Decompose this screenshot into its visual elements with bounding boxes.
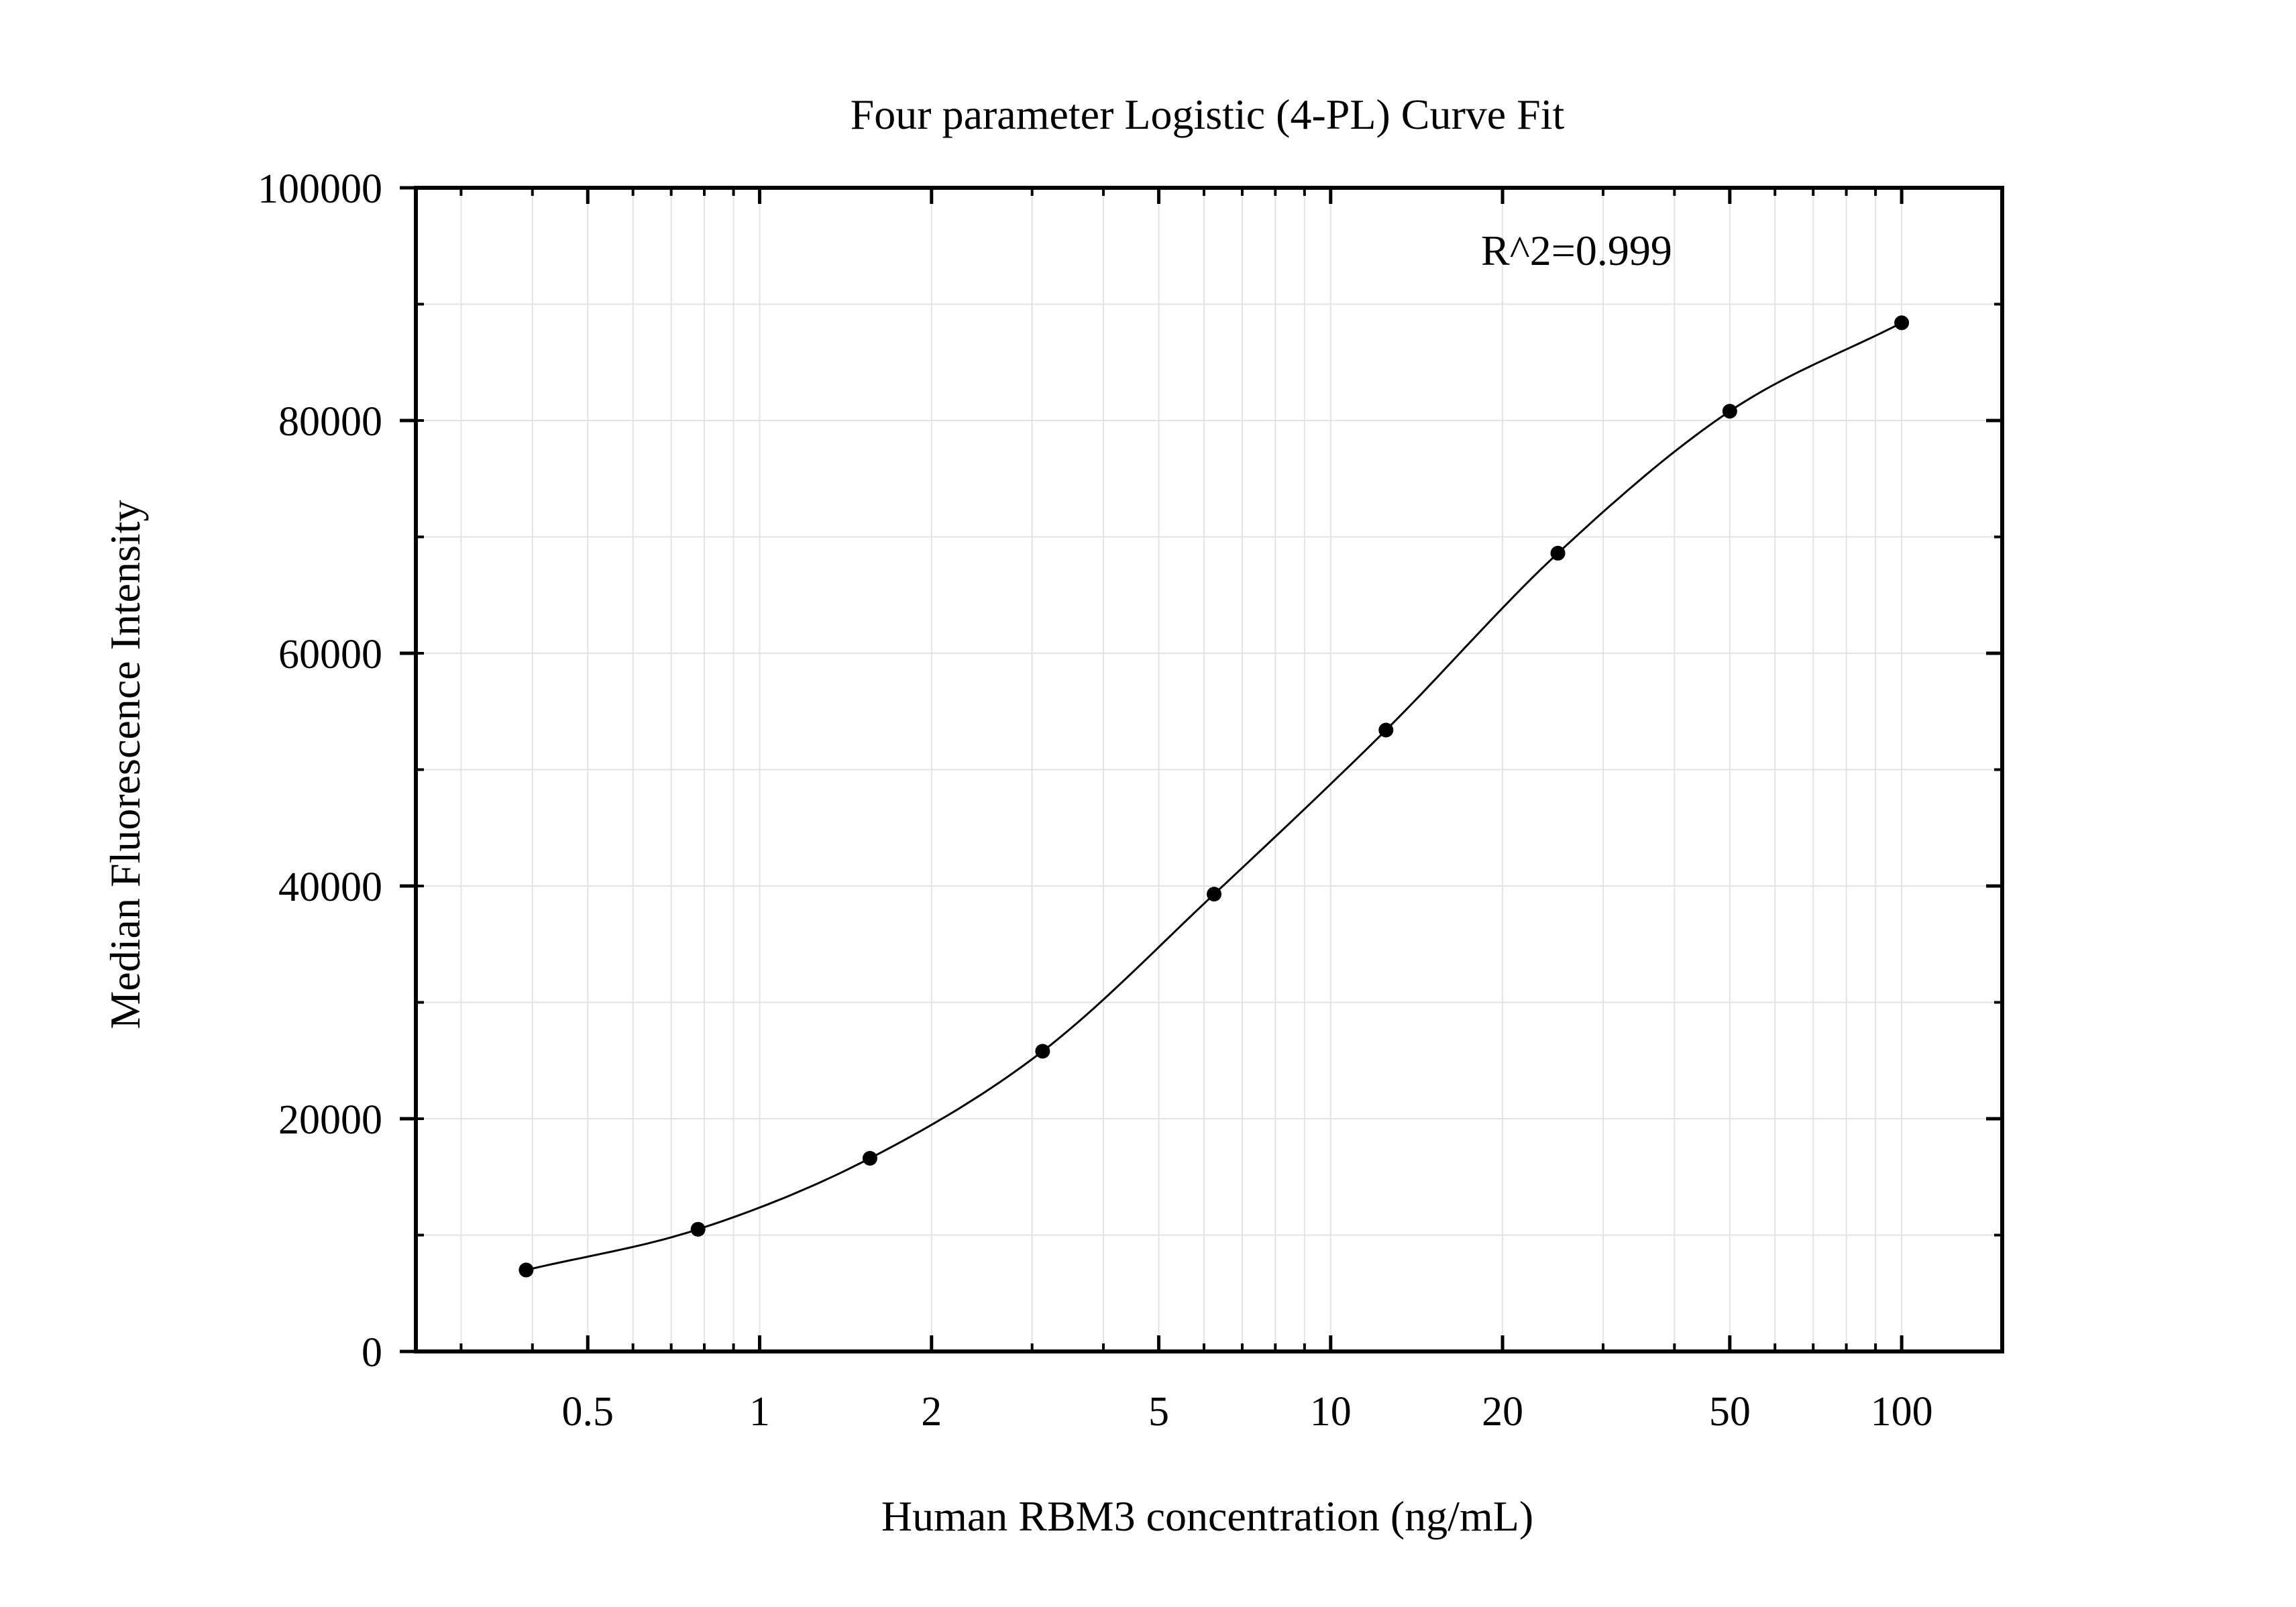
- data-point: [1550, 545, 1566, 561]
- x-tick-label: 10: [1310, 1389, 1352, 1435]
- x-tick-label: 100: [1871, 1389, 1933, 1435]
- x-axis-label: Human RBM3 concentration (ng/mL): [881, 1492, 1533, 1540]
- x-tick-label: 5: [1148, 1389, 1169, 1435]
- y-tick-label: 20000: [278, 1097, 382, 1143]
- label-layer: 0.5 1 2 5 10 20 50 100 0 20000 40000 60000 80000 1000…: [258, 166, 1933, 1435]
- data-point: [1035, 1044, 1050, 1059]
- data-point: [1207, 887, 1222, 902]
- y-tick-label: 60000: [278, 632, 382, 677]
- y-tick-label: 40000: [278, 865, 382, 910]
- data-point: [1722, 404, 1737, 419]
- chart-title: Four parameter Logistic (4-PL) Curve Fit: [851, 91, 1565, 138]
- data-point: [862, 1150, 877, 1166]
- x-tick-label: 0.5: [562, 1389, 614, 1435]
- data-point: [518, 1262, 534, 1278]
- plot-frame: [414, 186, 2004, 1353]
- point-layer: [518, 315, 1910, 1278]
- x-tick-label: 2: [921, 1389, 942, 1435]
- x-tick-label: 1: [749, 1389, 770, 1435]
- y-tick-label: 0: [362, 1330, 382, 1376]
- r-squared-annotation: R^2=0.999: [1481, 227, 1672, 274]
- y-axis-label: Median Fluorescence Intensity: [101, 500, 149, 1029]
- y-tick-label: 80000: [278, 399, 382, 445]
- x-tick-label: 50: [1709, 1389, 1751, 1435]
- grid-layer: [416, 188, 2002, 1351]
- y-tick-label: 100000: [258, 166, 382, 212]
- x-tick-label: 20: [1482, 1389, 1523, 1435]
- data-point: [1378, 722, 1394, 738]
- data-point: [690, 1221, 706, 1237]
- data-point: [1894, 315, 1910, 331]
